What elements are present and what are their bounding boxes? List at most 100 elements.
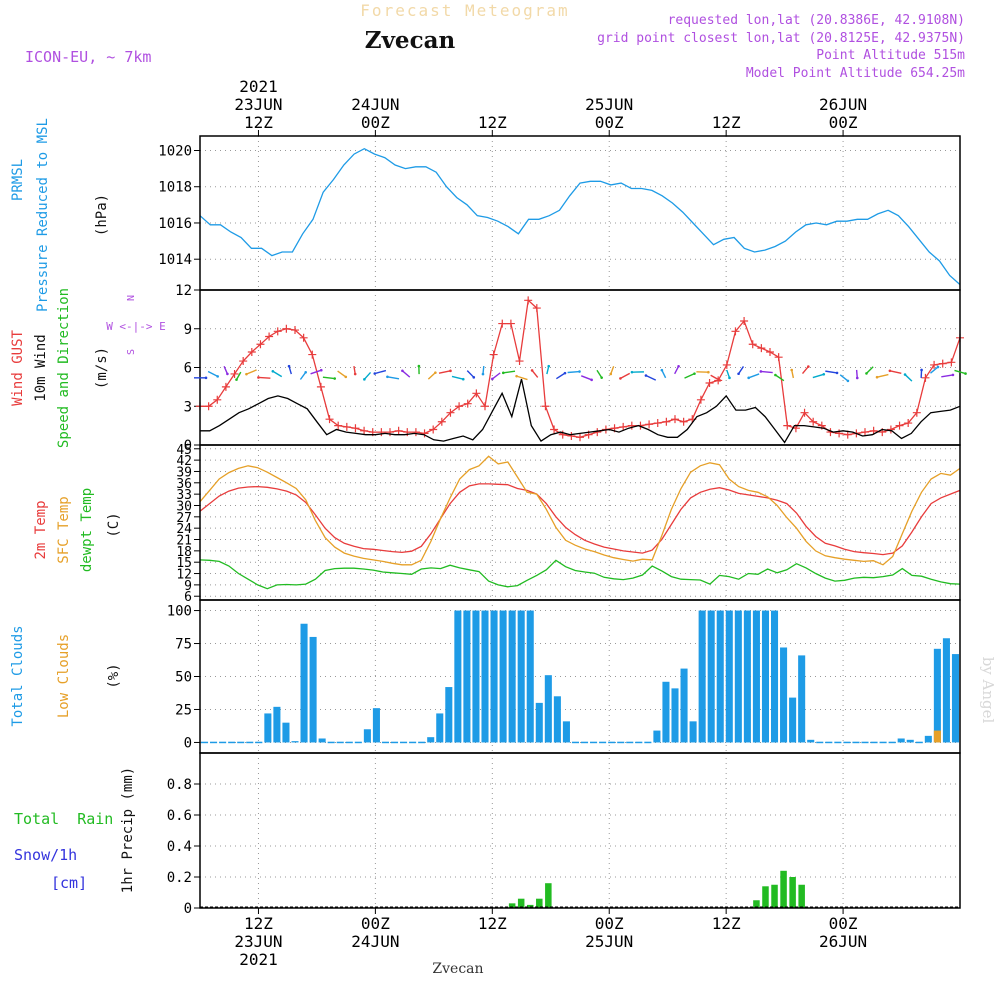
wind-arrow [812, 373, 824, 379]
wind-arrow [855, 369, 858, 379]
y-tick-label: 9 [184, 322, 192, 338]
snow-label: Snow/1h [14, 846, 77, 864]
wind-arrow [876, 373, 889, 378]
clouds-unit: (%) [106, 663, 122, 688]
y-tick-label: 45 [176, 443, 192, 458]
gust-point [463, 399, 472, 408]
time-label-bottom: 2021 [239, 950, 278, 969]
gust-point [671, 415, 679, 424]
precip-axis-label: 1hr Precip (mm) [120, 767, 136, 893]
wind-arrow [235, 371, 242, 380]
wind-arrow-head [353, 372, 357, 376]
panel-pressure: 1014 1016 1018 1020 [158, 135, 961, 291]
gust-point [377, 428, 386, 437]
wind-arrow-head [855, 376, 859, 380]
wind-arrow-head [563, 371, 567, 375]
wind-arrow [941, 374, 954, 378]
clouds-bar [517, 610, 525, 743]
wind-arrow [684, 373, 695, 379]
time-label-bottom: 25JUN [585, 932, 633, 951]
y-tick-label: 25 [175, 702, 192, 718]
wind-arrow [674, 365, 680, 375]
temp-unit: (C) [106, 512, 122, 537]
clouds-bar [490, 610, 498, 743]
gust-point [481, 402, 489, 411]
y-tick-label: 42 [176, 454, 192, 469]
wind-arrow-head [693, 372, 696, 375]
pressure-unit: (hPa) [94, 194, 110, 236]
clouds-bar [291, 741, 299, 743]
clouds-bar [427, 737, 435, 743]
time-label-top: 00Z [595, 113, 624, 132]
gust-point [558, 430, 567, 439]
clouds-bar [445, 687, 453, 743]
gust-point [938, 359, 947, 368]
gust-point [930, 360, 939, 369]
clouds-bar [454, 610, 462, 743]
y-tick-label: 36 [176, 477, 192, 492]
wind-arrow-head [417, 364, 421, 368]
low-clouds-label: Low Clouds [56, 634, 72, 718]
wind-arrow-head [216, 375, 219, 378]
wind-arrow-head [707, 370, 710, 374]
gust-point [774, 353, 783, 362]
y-tick-label: 0.8 [167, 777, 192, 793]
panel-precip: 0 0.2 0.4 0.6 0.8 [167, 752, 961, 917]
gust-point [230, 369, 239, 378]
pressure-label-2: Pressure Reduced to MSL [35, 118, 51, 312]
gust-point [748, 340, 757, 349]
y-tick-label: 50 [175, 670, 192, 686]
gust-point [299, 333, 308, 342]
clouds-bar [707, 610, 715, 743]
wind-arrow [737, 366, 745, 375]
temp-dewpt-label: dewpt Temp [79, 488, 95, 572]
time-label-bottom: 24JUN [351, 932, 399, 951]
wind-arrow-head [386, 375, 389, 379]
watermark: by Angel [979, 657, 997, 724]
gust-point [472, 389, 481, 398]
gust-point [696, 395, 705, 404]
wind-arrow-head [578, 370, 581, 373]
wind-arrow [337, 370, 347, 378]
y-tick-label: 12 [176, 568, 192, 583]
wind-arrow [438, 370, 451, 374]
wind-arrow-head [644, 374, 648, 377]
gust-point [386, 428, 394, 437]
gust-point [256, 340, 265, 349]
clouds-bar [807, 739, 815, 743]
precip-bar [780, 870, 787, 908]
wind-arrow [555, 372, 566, 380]
gust-point [411, 428, 420, 437]
y-tick-label: 6 [184, 590, 192, 605]
gust-point [265, 332, 274, 341]
wind-series-0 [200, 298, 961, 438]
gust-point [921, 373, 930, 382]
wind-arrow-head [434, 371, 437, 374]
precip-bar [508, 903, 516, 908]
clouds-bar [716, 610, 724, 743]
precip-bar [789, 877, 796, 908]
wind-arrow [567, 370, 580, 374]
panel-frame [199, 135, 961, 291]
gust-point [653, 419, 662, 428]
gust-point [757, 344, 766, 353]
precip-bar [798, 884, 805, 908]
y-tick-label: 75 [175, 637, 192, 653]
wind-arrow-head [333, 377, 337, 380]
y-tick-label: 9 [184, 579, 192, 594]
gust-point [342, 422, 351, 431]
clouds-bar [671, 688, 679, 743]
wind-arrow [258, 376, 271, 379]
requested-coords: requested lon,lat (20.8386E, 42.9108N) [668, 13, 965, 28]
wind-series-1 [200, 378, 961, 444]
wind-arrow-head [401, 369, 404, 373]
gust-point [360, 426, 369, 435]
clouds-bar [463, 610, 471, 743]
wind-arrow-head [728, 376, 731, 380]
grid-point-coords: grid point closest lon,lat (20.8125E, 42… [597, 31, 965, 46]
pressure-series-0 [199, 147, 961, 286]
gust-point [662, 417, 671, 426]
compass-south: S [126, 349, 137, 355]
time-label-top: 24JUN [351, 95, 399, 114]
clouds-bar [653, 730, 661, 743]
